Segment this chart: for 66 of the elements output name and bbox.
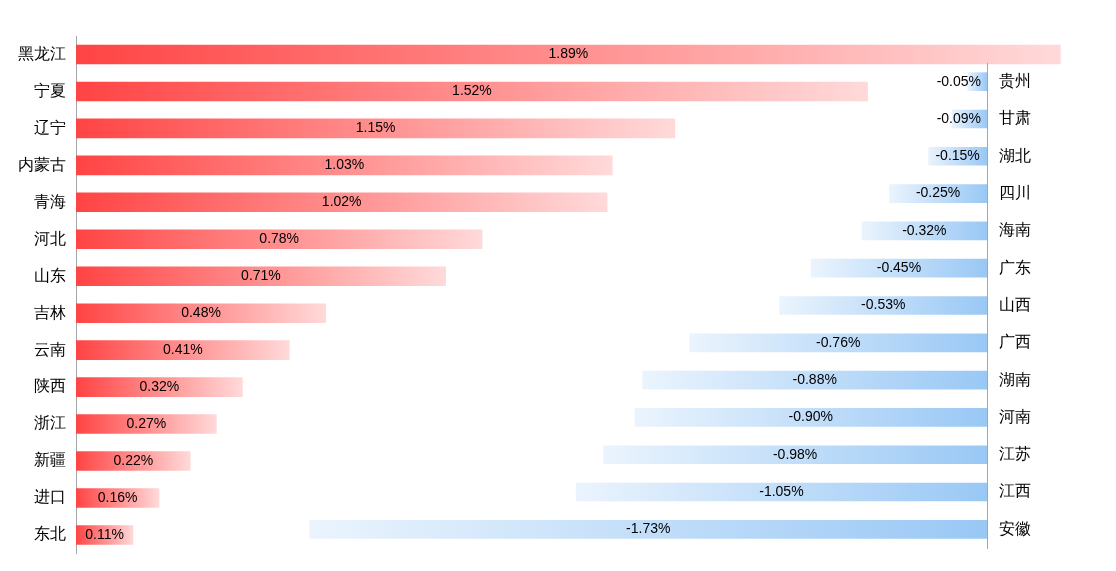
- bar: [76, 155, 613, 176]
- bar: [76, 229, 483, 250]
- y-tick-label: 贵州: [999, 72, 1031, 90]
- y-tick-label: 山西: [999, 295, 1031, 313]
- y-tick-label: 东北: [34, 525, 66, 543]
- data-label: -0.90%: [788, 408, 833, 425]
- bar: [76, 377, 243, 397]
- data-label: 0.78%: [259, 230, 300, 247]
- data-label: 0.71%: [241, 267, 281, 284]
- data-label: -0.76%: [816, 333, 861, 350]
- bar: [76, 266, 446, 287]
- bar: [76, 118, 676, 139]
- data-label: -0.98%: [772, 445, 818, 462]
- y-tick-label: 青海: [34, 192, 66, 210]
- data-label: -0.32%: [902, 221, 947, 238]
- y-tick-label: 黑龙江: [18, 44, 66, 62]
- y-tick-label: 江苏: [999, 445, 1031, 463]
- data-label: 0.22%: [113, 451, 154, 468]
- data-label: 0.16%: [97, 488, 138, 505]
- y-tick-label: 四川: [999, 183, 1031, 201]
- data-label: 1.03%: [324, 156, 365, 173]
- y-tick-label: 陕西: [34, 377, 66, 395]
- y-tick-label: 广东: [999, 258, 1031, 276]
- y-tick-label: 吉林: [34, 303, 66, 321]
- data-label: 0.32%: [139, 377, 180, 394]
- data-label: -0.25%: [915, 184, 961, 201]
- y-tick-label: 湖北: [999, 146, 1031, 164]
- data-label: 0.27%: [126, 414, 167, 431]
- y-tick-label: 浙江: [34, 414, 66, 432]
- data-label: -0.15%: [935, 147, 980, 164]
- bar: [76, 303, 327, 323]
- data-label: 0.11%: [85, 525, 124, 542]
- y-tick-label: 辽宁: [34, 118, 66, 136]
- data-label: 1.89%: [548, 45, 589, 62]
- data-label: 1.52%: [452, 82, 492, 99]
- bar: [76, 44, 1061, 65]
- y-tick-label: 江西: [999, 482, 1031, 500]
- data-label: -0.88%: [792, 370, 837, 387]
- y-tick-label: 安徽: [999, 519, 1031, 537]
- bar: [76, 340, 290, 360]
- bar: [76, 192, 608, 213]
- data-label: -1.73%: [626, 520, 671, 537]
- data-label: 0.41%: [162, 341, 203, 357]
- data-label: -0.09%: [936, 109, 981, 126]
- bar: [76, 451, 191, 471]
- y-tick-label: 云南: [34, 340, 66, 358]
- data-label: -0.05%: [936, 72, 981, 89]
- data-label: 1.02%: [321, 193, 362, 210]
- bar: [76, 81, 868, 102]
- y-tick-label: 湖南: [999, 370, 1031, 388]
- bar: [76, 414, 217, 434]
- y-tick-label: 河南: [999, 407, 1031, 425]
- y-tick-label: 海南: [999, 221, 1031, 239]
- y-tick-label: 内蒙古: [18, 155, 66, 173]
- data-label: 1.15%: [355, 119, 396, 136]
- data-label: -0.53%: [861, 296, 906, 313]
- y-tick-label: 新疆: [34, 451, 66, 469]
- data-label: -1.05%: [759, 482, 804, 499]
- y-tick-label: 宁夏: [34, 81, 66, 99]
- data-label: -0.45%: [876, 259, 922, 276]
- y-tick-label: 甘肃: [999, 109, 1031, 127]
- y-tick-label: 山东: [34, 266, 66, 284]
- y-tick-label: 河北: [34, 229, 66, 247]
- y-tick-label: 广西: [999, 333, 1031, 351]
- data-label: 0.48%: [181, 304, 221, 321]
- y-tick-label: 进口: [34, 488, 66, 506]
